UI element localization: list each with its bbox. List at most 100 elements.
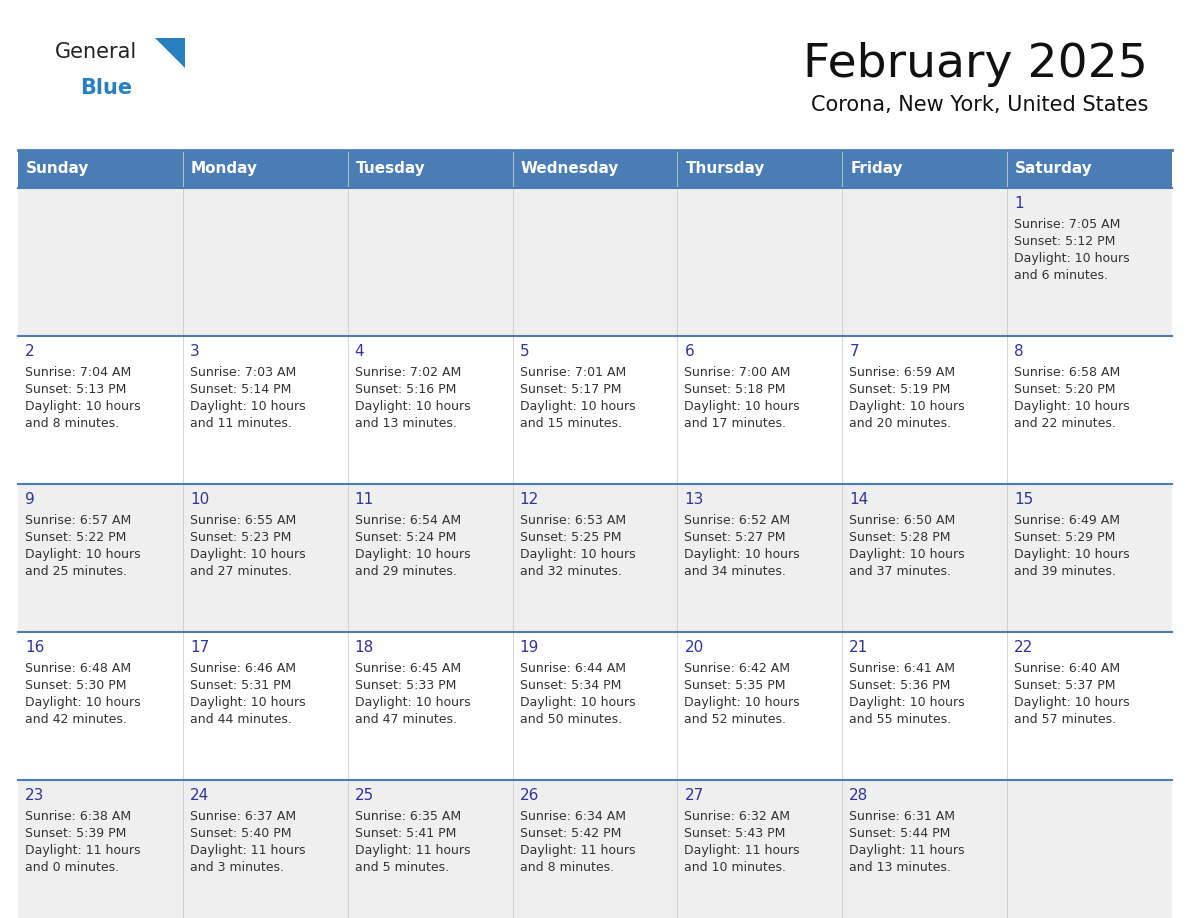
Text: Sunset: 5:22 PM: Sunset: 5:22 PM [25, 531, 126, 544]
Text: Daylight: 11 hours: Daylight: 11 hours [190, 844, 305, 857]
Text: 14: 14 [849, 492, 868, 507]
Text: and 52 minutes.: and 52 minutes. [684, 713, 786, 726]
Text: Daylight: 10 hours: Daylight: 10 hours [1015, 400, 1130, 413]
Text: 20: 20 [684, 640, 703, 655]
Text: Daylight: 10 hours: Daylight: 10 hours [684, 548, 800, 561]
Text: Thursday: Thursday [685, 162, 765, 176]
Text: 28: 28 [849, 788, 868, 803]
Text: Sunset: 5:13 PM: Sunset: 5:13 PM [25, 383, 126, 396]
Text: Sunrise: 6:50 AM: Sunrise: 6:50 AM [849, 514, 955, 527]
Text: 16: 16 [25, 640, 44, 655]
Bar [18, 150, 1173, 188]
Text: Sunrise: 6:57 AM: Sunrise: 6:57 AM [25, 514, 131, 527]
Text: and 8 minutes.: and 8 minutes. [25, 417, 119, 430]
Text: 10: 10 [190, 492, 209, 507]
Text: and 10 minutes.: and 10 minutes. [684, 861, 786, 874]
Text: 11: 11 [355, 492, 374, 507]
Text: Corona, New York, United States: Corona, New York, United States [810, 95, 1148, 115]
Text: Daylight: 10 hours: Daylight: 10 hours [849, 696, 965, 709]
Text: Sunrise: 7:01 AM: Sunrise: 7:01 AM [519, 366, 626, 379]
Text: and 11 minutes.: and 11 minutes. [190, 417, 292, 430]
Text: Sunrise: 7:05 AM: Sunrise: 7:05 AM [1015, 218, 1120, 231]
Text: 15: 15 [1015, 492, 1034, 507]
Text: and 55 minutes.: and 55 minutes. [849, 713, 952, 726]
Bar [18, 632, 1173, 780]
Text: Daylight: 10 hours: Daylight: 10 hours [1015, 696, 1130, 709]
Text: Sunrise: 6:52 AM: Sunrise: 6:52 AM [684, 514, 790, 527]
Text: Sunset: 5:40 PM: Sunset: 5:40 PM [190, 827, 291, 840]
Text: 4: 4 [355, 344, 365, 359]
Bar [18, 336, 1173, 484]
Text: 5: 5 [519, 344, 529, 359]
Text: Daylight: 10 hours: Daylight: 10 hours [684, 696, 800, 709]
Text: Sunset: 5:37 PM: Sunset: 5:37 PM [1015, 679, 1116, 692]
Text: and 27 minutes.: and 27 minutes. [190, 565, 292, 578]
Text: and 34 minutes.: and 34 minutes. [684, 565, 786, 578]
Text: Daylight: 10 hours: Daylight: 10 hours [519, 548, 636, 561]
Bar [18, 484, 1173, 632]
Text: Sunset: 5:19 PM: Sunset: 5:19 PM [849, 383, 950, 396]
Text: and 3 minutes.: and 3 minutes. [190, 861, 284, 874]
Text: and 44 minutes.: and 44 minutes. [190, 713, 292, 726]
Text: Sunset: 5:18 PM: Sunset: 5:18 PM [684, 383, 786, 396]
Text: and 47 minutes.: and 47 minutes. [355, 713, 456, 726]
Text: Daylight: 10 hours: Daylight: 10 hours [519, 400, 636, 413]
Text: Daylight: 10 hours: Daylight: 10 hours [1015, 252, 1130, 265]
Text: 1: 1 [1015, 196, 1024, 211]
Text: Sunset: 5:14 PM: Sunset: 5:14 PM [190, 383, 291, 396]
Text: Daylight: 10 hours: Daylight: 10 hours [355, 696, 470, 709]
Text: 25: 25 [355, 788, 374, 803]
Text: Friday: Friday [851, 162, 903, 176]
Text: and 22 minutes.: and 22 minutes. [1015, 417, 1116, 430]
Text: Sunset: 5:28 PM: Sunset: 5:28 PM [849, 531, 950, 544]
Text: and 25 minutes.: and 25 minutes. [25, 565, 127, 578]
Text: 21: 21 [849, 640, 868, 655]
Text: Daylight: 10 hours: Daylight: 10 hours [849, 548, 965, 561]
Text: 12: 12 [519, 492, 539, 507]
Bar [18, 188, 1173, 336]
Text: Daylight: 11 hours: Daylight: 11 hours [25, 844, 140, 857]
Text: 22: 22 [1015, 640, 1034, 655]
Text: Sunrise: 6:58 AM: Sunrise: 6:58 AM [1015, 366, 1120, 379]
Text: and 13 minutes.: and 13 minutes. [849, 861, 952, 874]
Text: Sunset: 5:29 PM: Sunset: 5:29 PM [1015, 531, 1116, 544]
Text: Daylight: 11 hours: Daylight: 11 hours [849, 844, 965, 857]
Text: Sunrise: 6:32 AM: Sunrise: 6:32 AM [684, 810, 790, 823]
Text: Daylight: 10 hours: Daylight: 10 hours [1015, 548, 1130, 561]
Text: Daylight: 10 hours: Daylight: 10 hours [190, 696, 305, 709]
Text: and 0 minutes.: and 0 minutes. [25, 861, 119, 874]
Text: Sunset: 5:25 PM: Sunset: 5:25 PM [519, 531, 621, 544]
Text: Sunday: Sunday [26, 162, 89, 176]
Text: Sunset: 5:30 PM: Sunset: 5:30 PM [25, 679, 126, 692]
Text: 27: 27 [684, 788, 703, 803]
Text: and 39 minutes.: and 39 minutes. [1015, 565, 1116, 578]
Text: Daylight: 11 hours: Daylight: 11 hours [519, 844, 636, 857]
Text: Sunrise: 7:03 AM: Sunrise: 7:03 AM [190, 366, 296, 379]
Text: 6: 6 [684, 344, 694, 359]
Text: and 50 minutes.: and 50 minutes. [519, 713, 621, 726]
Text: 9: 9 [25, 492, 34, 507]
Text: 18: 18 [355, 640, 374, 655]
Text: and 6 minutes.: and 6 minutes. [1015, 269, 1108, 282]
Text: Daylight: 10 hours: Daylight: 10 hours [25, 400, 140, 413]
Text: Sunset: 5:39 PM: Sunset: 5:39 PM [25, 827, 126, 840]
Text: General: General [55, 42, 138, 62]
Text: Sunset: 5:27 PM: Sunset: 5:27 PM [684, 531, 786, 544]
Text: and 37 minutes.: and 37 minutes. [849, 565, 952, 578]
Text: Daylight: 10 hours: Daylight: 10 hours [190, 400, 305, 413]
Text: 17: 17 [190, 640, 209, 655]
Text: 23: 23 [25, 788, 44, 803]
Text: and 13 minutes.: and 13 minutes. [355, 417, 456, 430]
Text: Sunset: 5:33 PM: Sunset: 5:33 PM [355, 679, 456, 692]
Text: Sunset: 5:16 PM: Sunset: 5:16 PM [355, 383, 456, 396]
Text: Sunset: 5:17 PM: Sunset: 5:17 PM [519, 383, 621, 396]
Text: Sunset: 5:23 PM: Sunset: 5:23 PM [190, 531, 291, 544]
Polygon shape [154, 38, 185, 68]
Text: Sunrise: 6:34 AM: Sunrise: 6:34 AM [519, 810, 626, 823]
Text: Sunset: 5:43 PM: Sunset: 5:43 PM [684, 827, 785, 840]
Text: 13: 13 [684, 492, 703, 507]
Text: Sunrise: 6:37 AM: Sunrise: 6:37 AM [190, 810, 296, 823]
Text: Sunrise: 6:59 AM: Sunrise: 6:59 AM [849, 366, 955, 379]
Text: Sunset: 5:42 PM: Sunset: 5:42 PM [519, 827, 621, 840]
Text: Daylight: 10 hours: Daylight: 10 hours [355, 400, 470, 413]
